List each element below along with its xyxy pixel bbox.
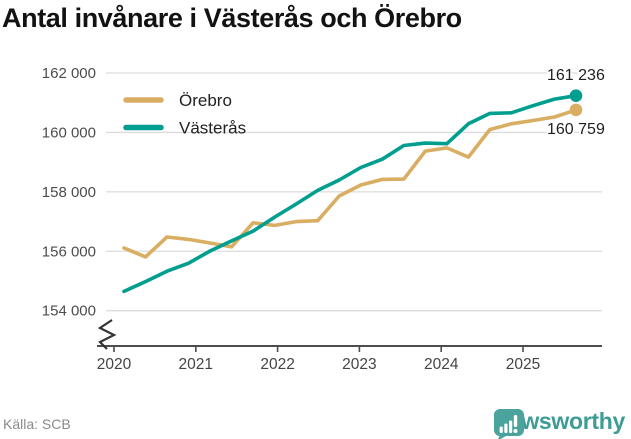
x-axis-tick-label: 2023 [342, 356, 376, 373]
y-axis-tick-label: 162 000 [42, 65, 96, 82]
plot-area: 154 000 156 000 158 000 160 000 162 000 2020 2… [42, 65, 607, 373]
y-axis-tick-label: 156 000 [42, 243, 96, 260]
legend: Örebro Västerås [123, 91, 246, 138]
y-axis-tick-label: 154 000 [42, 303, 96, 320]
newsworthy-bubble-chart-icon [493, 409, 524, 439]
series-end-dot-örebro [569, 103, 583, 117]
series-end-value-label: 161 236 [547, 67, 605, 84]
axis-break-icon [97, 319, 117, 350]
series-line-västerås [122, 93, 578, 294]
x-axis-tick-label: 2021 [179, 356, 213, 373]
y-axis-tick-label: 160 000 [42, 124, 96, 141]
y-axis-tick-label: 158 000 [42, 184, 96, 201]
x-axis-tick-label: 2025 [506, 356, 540, 373]
chart-title: Antal invånare i Västerås och Örebro [2, 3, 462, 33]
series-end-dot-västerås [569, 89, 583, 103]
legend-label-orebro: Örebro [179, 91, 232, 110]
newsworthy-logo[interactable]: Newsworthy [493, 408, 625, 439]
series-line-örebro [122, 108, 578, 259]
x-axis-tick-label: 2024 [424, 356, 459, 373]
x-axis-tick-label: 2020 [97, 356, 132, 373]
x-axis-tick-label: 2022 [260, 356, 294, 373]
series-end-value-label: 160 759 [547, 121, 605, 138]
legend-label-vasteras: Västerås [179, 119, 246, 138]
source-caption: Källa: SCB [3, 416, 71, 432]
